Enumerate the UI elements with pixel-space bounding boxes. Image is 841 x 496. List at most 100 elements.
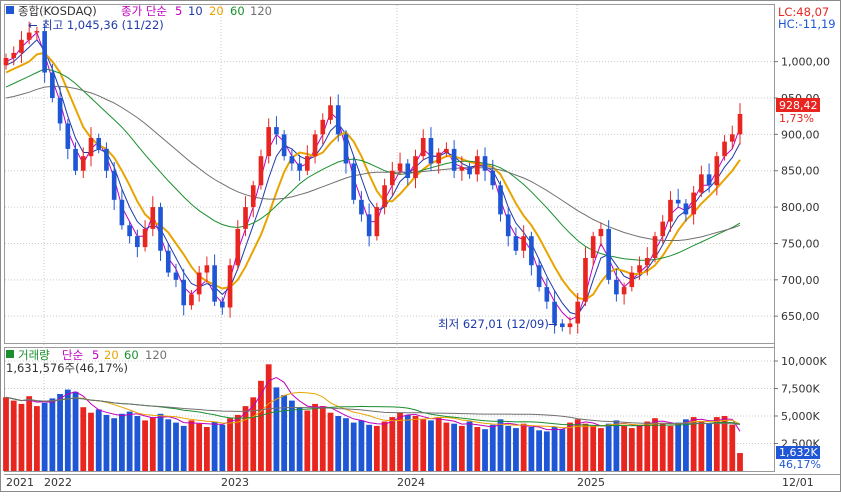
volume-bar: [435, 417, 442, 471]
volume-bar: [250, 397, 257, 471]
price-tick-label: 700,00: [781, 274, 820, 287]
candle-body: [243, 207, 248, 229]
candle-body: [621, 287, 627, 295]
volume-legend-period-60: 60: [124, 348, 139, 362]
x-label-2021: 2021: [6, 476, 34, 489]
candle-body: [660, 221, 666, 237]
candle-body: [405, 163, 411, 178]
volume-ma-line: [5, 391, 741, 429]
candle-body: [343, 134, 349, 164]
candle-body: [11, 52, 17, 58]
candle-body: [312, 134, 318, 157]
candle-body: [559, 323, 565, 328]
legend-price-label: 종가 단순: [121, 4, 167, 18]
volume-bar: [273, 387, 280, 471]
ma-line-5: [5, 31, 741, 321]
volume-bars: [3, 364, 743, 471]
volume-bar: [134, 416, 141, 471]
volume-bar: [64, 389, 71, 471]
volume-bar: [536, 430, 543, 471]
candle-body: [444, 148, 449, 153]
candle-body: [150, 207, 156, 229]
candle-body: [204, 265, 210, 273]
volume-bar: [188, 420, 195, 471]
volume-bar: [621, 425, 628, 471]
candle-body: [668, 199, 673, 222]
candle-body: [389, 170, 395, 186]
candle-body: [706, 174, 712, 186]
volume-bar: [729, 424, 736, 471]
volume-bar: [574, 419, 581, 471]
volume-bar: [157, 413, 164, 471]
legend-period-20: 20: [209, 4, 224, 18]
volume-bar: [675, 422, 682, 471]
volume-bar: [173, 422, 179, 471]
candle-body: [683, 203, 689, 215]
price-tick-label: 750,00: [781, 237, 820, 250]
candle-body: [359, 199, 364, 215]
price-tick-label: 650,00: [781, 310, 820, 323]
ma-line-120: [5, 85, 741, 241]
candle-body: [65, 123, 71, 149]
candle-body: [737, 114, 743, 135]
volume-bar: [706, 423, 712, 471]
candle-body: [220, 301, 225, 308]
candle-body: [644, 258, 650, 266]
volume-bar: [497, 419, 504, 471]
volume-bar: [343, 418, 349, 471]
candle-body: [490, 170, 496, 186]
current-price-badge: [776, 98, 820, 112]
x-axis-labels: 2021 2022 2023 2024 2025 12/01: [6, 476, 814, 489]
legend-period-10: 10: [188, 4, 203, 18]
candle-body: [351, 163, 357, 200]
volume-bar: [567, 422, 573, 471]
candle-body: [451, 148, 457, 171]
volume-bar: [319, 406, 326, 471]
volume-bar: [327, 412, 334, 471]
volume-current-text: 1,631,576주(46,17%): [6, 361, 128, 375]
candle-body: [57, 98, 63, 124]
candle-body: [119, 199, 125, 226]
high-annotation-arrow: ←: [28, 18, 38, 32]
candle-body: [505, 214, 511, 237]
candle-body: [459, 167, 465, 171]
volume-bar: [296, 407, 303, 471]
volume-bar: [165, 419, 172, 471]
ma-line-20: [5, 51, 741, 301]
current-change: 1,73%: [779, 112, 814, 125]
volume-bar: [335, 416, 342, 471]
candle-body: [428, 138, 434, 164]
candle-body: [281, 134, 287, 157]
candle-body: [598, 228, 604, 237]
candle-body: [729, 134, 735, 142]
legend-square: [6, 6, 14, 14]
candle-body: [629, 272, 635, 288]
legend-period-5: 5: [175, 4, 182, 18]
candle-body: [467, 167, 472, 175]
volume-bar: [404, 414, 411, 471]
price-tick-label: 850,00: [781, 165, 820, 178]
legend-period-60: 60: [230, 4, 245, 18]
volume-tick-label: 5,000K: [781, 410, 820, 423]
volume-bar: [80, 407, 87, 471]
candle-body: [227, 265, 233, 308]
candle-body: [397, 163, 403, 171]
volume-bar: [180, 425, 187, 471]
volume-bar: [10, 400, 17, 471]
candle-body: [235, 228, 241, 266]
volume-bar: [366, 424, 373, 471]
current-price: 928,42: [779, 99, 818, 112]
candle-body: [181, 279, 187, 306]
current-volume: 1,632K: [779, 446, 818, 459]
volume-bar: [420, 419, 427, 471]
volume-bar: [667, 425, 674, 471]
volume-bar: [211, 421, 218, 471]
volume-legend-title: 거래량: [18, 348, 50, 362]
candle-body: [536, 265, 542, 288]
candle-body: [722, 141, 727, 157]
volume-bar: [118, 413, 125, 471]
volume-bar: [605, 423, 612, 471]
candle-body: [196, 272, 202, 295]
